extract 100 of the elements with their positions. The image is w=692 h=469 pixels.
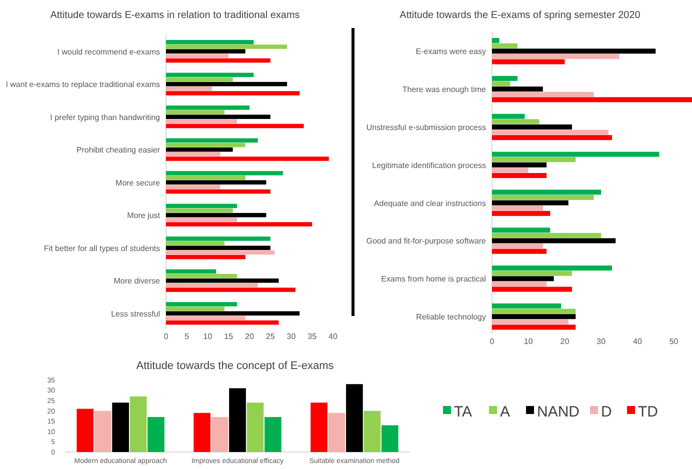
bar (166, 142, 246, 148)
legend-label: A (500, 403, 510, 420)
bar (492, 308, 576, 314)
bar (166, 246, 270, 250)
bar (492, 200, 568, 206)
bar (492, 157, 576, 162)
bar (492, 43, 518, 48)
y-tick-label: I prefer typing than handwriting (50, 112, 160, 122)
bar (76, 408, 94, 452)
bar (492, 190, 602, 195)
y-tick-label: I would recommend e-exams (57, 47, 160, 56)
bar (492, 152, 660, 157)
bar (166, 72, 254, 78)
y-tick-label: Prohibit cheating easier (76, 146, 160, 155)
bar (492, 232, 602, 238)
y-tick-label: There was enough time (402, 84, 487, 94)
x-tick-label: 10 (524, 337, 534, 346)
bar (166, 241, 224, 246)
x-tick-label: 40 (633, 337, 642, 346)
bar (166, 283, 258, 288)
y-tick-label: More secure (116, 178, 161, 188)
bar (310, 402, 328, 452)
y-tick-label: Reliable technology (416, 312, 486, 322)
bar (492, 38, 500, 44)
bar (166, 254, 246, 260)
bar (166, 49, 246, 54)
bar (166, 156, 329, 161)
bar (166, 302, 237, 306)
bar (492, 92, 594, 97)
bar (166, 77, 233, 82)
y-tick-label: Exams from home is practical (381, 274, 486, 284)
bar (492, 130, 608, 135)
bar (166, 138, 258, 143)
bar (492, 173, 547, 178)
bar (492, 286, 572, 292)
legend-label: NAND (537, 403, 580, 420)
bar (492, 248, 547, 254)
chart-title: Attitude towards the concept of E-exams (136, 360, 334, 372)
y-tick-label: Less stressful (111, 309, 160, 318)
bar (166, 320, 279, 325)
x-tick-label: 25 (266, 332, 276, 341)
bar (492, 86, 543, 92)
bar (211, 417, 228, 452)
bar (492, 303, 562, 308)
x-tick-label: 50 (669, 337, 679, 346)
bar (492, 162, 547, 168)
bar (166, 288, 296, 292)
chart-title: Attitude towards E-exams in relation to traditional exams (50, 10, 300, 21)
bar (492, 59, 565, 64)
bar (492, 319, 568, 324)
y-tick-label: Unstressful e-submission process (366, 122, 486, 132)
bar (166, 82, 288, 86)
bar (166, 176, 246, 180)
bar (166, 212, 266, 218)
x-tick-label: 20 (245, 332, 254, 341)
y-tick-label: E-exams were easy (416, 47, 486, 56)
bar (492, 81, 510, 86)
bar (492, 76, 518, 81)
bar (166, 86, 212, 91)
bar (492, 135, 612, 140)
bar (166, 58, 270, 63)
bar (381, 425, 398, 452)
bar (166, 152, 220, 156)
bar (229, 388, 246, 452)
bar (264, 417, 282, 452)
legend-label: TA (454, 403, 472, 420)
bar (364, 410, 381, 452)
bar (492, 97, 692, 102)
x-tick-label: 0 (164, 332, 169, 341)
bar (166, 124, 304, 128)
bar (166, 208, 233, 213)
x-tick-label: 35 (308, 332, 318, 341)
y-tick-label: I want e-exams to replace traditional exams (6, 80, 160, 90)
bar (166, 106, 250, 110)
x-tick-label: 30 (596, 337, 606, 346)
bar (148, 417, 164, 452)
bar (166, 44, 288, 49)
y-tick-label: More diverse (114, 276, 161, 286)
bar (492, 314, 576, 320)
bar (166, 316, 246, 320)
bar (492, 54, 620, 59)
x-tick-label: 10 (203, 332, 213, 341)
bar (166, 250, 275, 255)
bar (166, 236, 270, 241)
bar (166, 218, 237, 222)
bar (166, 119, 237, 124)
bar (166, 311, 300, 316)
bar (166, 54, 229, 58)
chart-title: Attitude towards the E-exams of spring semester 2020 (400, 10, 641, 21)
x-tick-label: 30 (286, 332, 296, 341)
x-tick-label: 40 (328, 332, 338, 341)
bar (492, 119, 540, 124)
y-tick-label: Good and fit-for-purpose software (366, 236, 487, 246)
bar (130, 396, 147, 452)
bar (492, 194, 594, 200)
x-tick-label: 15 (224, 332, 234, 341)
x-tick-label: 0 (490, 337, 495, 346)
bar (492, 124, 572, 130)
bar (492, 266, 612, 271)
bar (166, 204, 237, 208)
